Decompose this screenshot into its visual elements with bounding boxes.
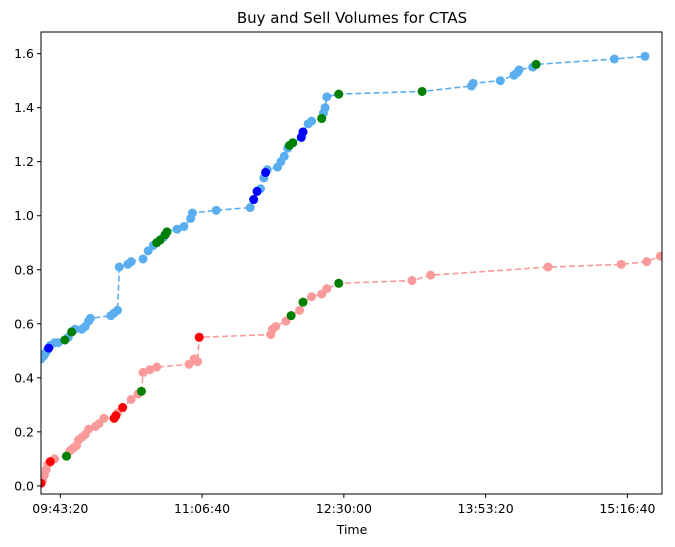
- red-marker: [45, 457, 55, 467]
- y-tick-label: 1.6: [14, 46, 34, 61]
- data-point: [193, 357, 203, 367]
- data-point: [468, 78, 478, 88]
- data-point: [322, 92, 332, 102]
- x-tick-label: 15:16:40: [599, 501, 655, 516]
- series-line: [41, 255, 661, 484]
- blue-marker: [44, 343, 54, 353]
- x-axis: 09:43:20 11:06:40 12:30:00 13:53:20 15:16:40: [32, 494, 656, 516]
- y-tick-label: 1.4: [14, 100, 34, 115]
- data-point: [609, 54, 619, 64]
- data-point: [426, 270, 436, 280]
- red-marker: [194, 332, 204, 342]
- x-tick-label: 12:30:00: [316, 501, 372, 516]
- green-marker: [162, 227, 172, 237]
- data-point: [114, 262, 124, 272]
- green-marker: [67, 327, 77, 337]
- data-point: [245, 203, 255, 213]
- data-point: [172, 224, 182, 234]
- data-point: [295, 305, 305, 315]
- data-point: [307, 116, 317, 126]
- data-point: [616, 259, 626, 269]
- plot-frame: [40, 31, 663, 495]
- data-point: [138, 367, 148, 377]
- green-marker: [334, 278, 344, 288]
- y-tick-label: 0.6: [14, 316, 34, 331]
- data-point: [53, 338, 63, 348]
- green-marker: [60, 335, 70, 345]
- data-point: [113, 305, 123, 315]
- green-marker: [317, 113, 327, 123]
- series-0: [41, 51, 650, 364]
- series-1: [41, 251, 662, 488]
- data-point: [85, 313, 95, 323]
- data-point: [514, 65, 524, 75]
- y-axis: 0.0 0.2 0.4 0.6 0.8 1.0 1.2 1.4 1.6: [14, 46, 41, 493]
- green-marker: [62, 451, 72, 461]
- red-marker: [41, 478, 46, 488]
- data-point: [271, 321, 281, 331]
- x-tick-label: 11:06:40: [174, 501, 230, 516]
- data-point: [126, 394, 136, 404]
- data-point: [99, 413, 109, 423]
- data-point: [152, 362, 162, 372]
- green-marker: [288, 138, 298, 148]
- y-tick-label: 0.2: [14, 424, 34, 439]
- data-point: [84, 424, 94, 434]
- series-layer: [41, 51, 662, 488]
- series-line: [41, 55, 646, 360]
- data-point: [320, 103, 330, 113]
- data-point: [187, 208, 197, 218]
- red-marker: [111, 411, 121, 421]
- green-marker: [286, 311, 296, 321]
- data-point: [640, 51, 650, 61]
- blue-marker: [252, 186, 262, 196]
- blue-marker: [261, 167, 271, 177]
- y-tick-label: 0.8: [14, 262, 34, 277]
- data-point: [279, 151, 289, 161]
- green-marker: [136, 386, 146, 396]
- x-axis-label: Time: [336, 522, 368, 537]
- data-point: [322, 284, 332, 294]
- red-marker: [118, 403, 128, 413]
- data-point: [145, 365, 155, 375]
- green-marker: [298, 297, 308, 307]
- x-tick-label: 09:43:20: [32, 501, 88, 516]
- data-point: [495, 76, 505, 86]
- data-point: [138, 254, 148, 264]
- data-point: [543, 262, 553, 272]
- data-point: [179, 222, 189, 232]
- data-point: [655, 251, 662, 261]
- green-marker: [334, 89, 344, 99]
- x-tick-label: 13:53:20: [458, 501, 514, 516]
- data-point: [642, 257, 652, 267]
- y-tick-label: 1.0: [14, 208, 34, 223]
- blue-marker: [249, 195, 259, 205]
- data-point: [126, 257, 136, 267]
- green-marker: [417, 86, 427, 96]
- blue-marker: [298, 127, 308, 137]
- data-point: [211, 205, 221, 215]
- data-point: [307, 292, 317, 302]
- data-point: [407, 276, 417, 286]
- y-tick-label: 1.2: [14, 154, 34, 169]
- green-marker: [531, 59, 541, 69]
- y-tick-label: 0.0: [14, 478, 34, 493]
- chart-title: Buy and Sell Volumes for CTAS: [237, 9, 467, 27]
- y-tick-label: 0.4: [14, 370, 34, 385]
